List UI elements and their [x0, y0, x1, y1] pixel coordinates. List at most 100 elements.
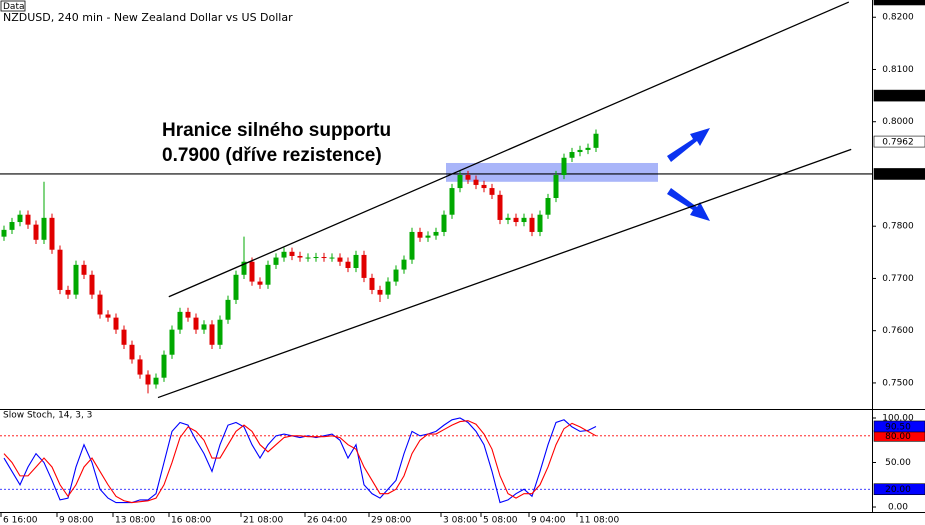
candle-body [9, 222, 15, 230]
candle-body [569, 152, 575, 158]
x-tick-label: 9 08:00 [59, 516, 94, 525]
x-tick-label: 11 08:00 [579, 516, 620, 525]
candle-body [185, 311, 191, 318]
candle-body [409, 231, 415, 260]
candle-body [73, 264, 79, 295]
candle-body [257, 281, 263, 285]
indicator-title: Slow Stoch, 14, 3, 3 [3, 411, 92, 421]
candle-body [401, 259, 407, 270]
x-tick-label: 5 08:00 [483, 516, 518, 525]
x-tick-label: 29 08:00 [371, 516, 412, 525]
candle-body [449, 188, 455, 215]
candle-body [513, 217, 519, 223]
candle-body [129, 344, 135, 360]
candle-body [385, 281, 391, 295]
candle-body [49, 217, 55, 250]
candle-body [353, 254, 359, 268]
x-tick-label: 3 08:00 [443, 516, 478, 525]
indicator-line [3, 420, 597, 504]
candle-body [169, 329, 175, 355]
candle-body [553, 175, 559, 198]
candle-body [465, 175, 471, 180]
price-marker-label: 0.7962 [882, 138, 914, 148]
candle-body [137, 359, 143, 375]
candle-body [369, 277, 375, 290]
candle-body [377, 289, 383, 295]
candle-body [529, 217, 535, 232]
candle-body [209, 324, 215, 345]
x-tick-label: 21 08:00 [243, 516, 284, 525]
candle-body [121, 329, 127, 345]
candle-body [585, 147, 591, 150]
price-marker-box [873, 89, 925, 102]
candle-body [537, 214, 543, 232]
candle-body [153, 377, 159, 385]
annotation: 0.7900 (dříve rezistence) [162, 145, 382, 166]
candle-body [97, 294, 103, 315]
price-marker-label: 20.00 [885, 485, 911, 495]
price-marker-box [873, 483, 925, 496]
candle-body [1, 229, 7, 237]
x-tick-label: 6 16:00 [3, 516, 38, 525]
zone [446, 162, 658, 182]
candle-body [561, 157, 567, 176]
candle-body [265, 264, 271, 285]
channel-line [168, 1, 850, 298]
candle-body [425, 235, 431, 238]
candle-body [201, 324, 207, 330]
candle-body [193, 317, 199, 330]
candle-body [545, 197, 551, 215]
candle-body [89, 274, 95, 295]
candle-body [57, 249, 63, 290]
y-tick-label: 0.8000 [882, 117, 914, 127]
candle-body [417, 231, 423, 238]
annotation: Hranice silného supportu [162, 120, 391, 141]
arrow-down [667, 188, 710, 221]
candle-body [345, 261, 351, 268]
y-tick-label: 0.8200 [882, 13, 914, 23]
candle-body [321, 257, 327, 259]
price-marker-label: 0.7900 [882, 170, 914, 180]
candle-body [281, 251, 287, 258]
candle-body [25, 214, 31, 225]
y-tick-label: 0.7800 [882, 222, 914, 232]
candle-body [65, 289, 71, 295]
candle-body [489, 188, 495, 195]
candle-body [105, 314, 111, 318]
candle-body [217, 319, 223, 345]
candle-body [473, 179, 479, 185]
candle-body [433, 231, 439, 236]
y-tick-label: 0.7700 [882, 274, 914, 284]
badge-box [0, 0, 26, 12]
y-tick-label: 0.00 [888, 503, 908, 513]
price-marker-box [873, 135, 925, 148]
x-tick-label: 16 08:00 [171, 516, 212, 525]
price-marker-box [873, 420, 925, 433]
price-marker-label: 80.00 [885, 432, 911, 442]
candle-body [161, 354, 167, 378]
candle-body [249, 261, 255, 282]
price-marker-box [873, 168, 925, 180]
chart-title: NZDUSD, 240 min - New Zealand Dollar vs … [3, 11, 293, 24]
x-tick-label: 9 04:00 [531, 516, 566, 525]
y-tick-label: 0.7500 [882, 378, 914, 388]
x-tick-label: 26 04:00 [307, 516, 348, 525]
candle-body [393, 269, 399, 282]
candle-body [241, 261, 247, 275]
y-tick-label: 0.7600 [882, 326, 914, 336]
candle-body [337, 257, 343, 262]
channel-line [157, 148, 852, 399]
candle-body [457, 175, 463, 189]
candle-body [593, 133, 599, 148]
arrow-up [667, 128, 710, 162]
candle-body [177, 311, 183, 330]
candle-body [81, 264, 87, 275]
y-tick-label: 100.00 [882, 414, 914, 424]
candle-body [497, 194, 503, 220]
candle-body [505, 217, 511, 220]
indicator-line [3, 417, 597, 504]
candle-body [233, 274, 239, 300]
candle-body [521, 217, 527, 223]
